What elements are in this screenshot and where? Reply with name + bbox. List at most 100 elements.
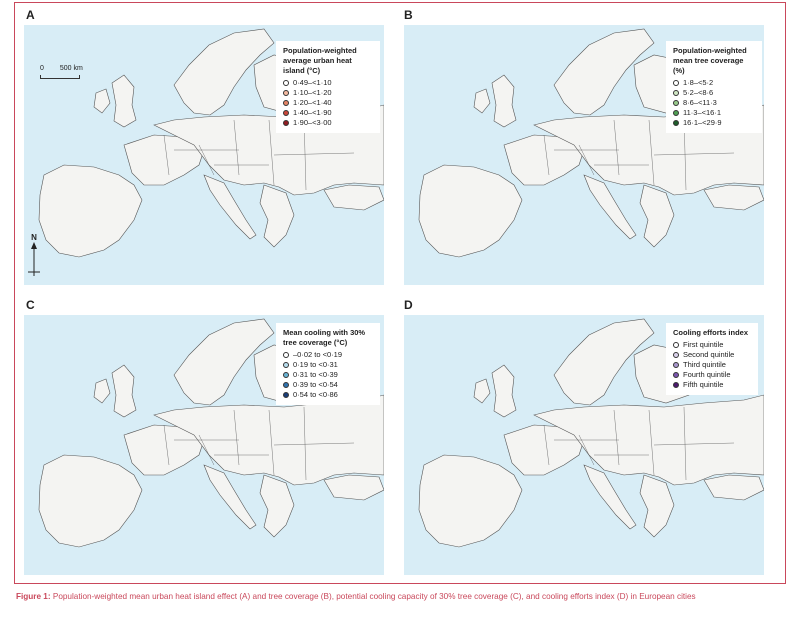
country-border	[163, 134, 170, 176]
landmass	[583, 174, 637, 240]
landmass	[323, 184, 384, 211]
country-border	[163, 424, 170, 466]
legend-label: 0·39 to <0·54	[293, 380, 338, 389]
legend-title: Population-weighted mean tree coverage (…	[673, 46, 747, 75]
legend-label: 16·1–<29·9	[683, 118, 722, 127]
country-border	[653, 442, 735, 446]
legend-item: Fourth quintile	[673, 370, 751, 380]
map-panel-d: Cooling efforts index First quintile Seco…	[404, 315, 764, 575]
legend-item: Third quintile	[673, 360, 751, 370]
legend-item: First quintile	[673, 340, 751, 350]
landmass	[553, 28, 655, 116]
landmass	[111, 74, 137, 128]
legend-item: Second quintile	[673, 350, 751, 360]
landmass	[503, 424, 585, 476]
legend-item: 16·1–<29·9	[673, 118, 755, 128]
country-border	[268, 119, 275, 186]
panel-letter-b: B	[404, 8, 413, 22]
legend-label: 1·20–<1·40	[293, 98, 332, 107]
legend-label: 5·2–<8·6	[683, 88, 714, 97]
landmass	[583, 464, 637, 530]
legend-title: Cooling efforts index	[673, 328, 748, 337]
country-border	[683, 406, 687, 481]
landmass	[38, 164, 143, 258]
figure-frame	[14, 2, 786, 584]
landmass	[38, 454, 143, 548]
legend-item: 1·40–<1·90	[283, 108, 373, 118]
landmass	[93, 378, 111, 404]
legend-item: 5·2–<8·6	[673, 88, 755, 98]
legend-swatch	[283, 352, 289, 358]
legend-swatch	[283, 382, 289, 388]
legend-title: Mean cooling with 30% tree coverage (°C)	[283, 328, 366, 347]
landmass	[153, 394, 384, 486]
north-arrow: N	[27, 233, 41, 280]
legend-items: 1·8–<5·2 5·2–<8·6 8·6–<11·3 11·3–<16·1 16·1–…	[673, 78, 755, 128]
panel-letter-a: A	[26, 8, 35, 22]
country-border	[273, 442, 355, 446]
legend-b: Population-weighted mean tree coverage (…	[666, 41, 762, 133]
landmass	[503, 134, 585, 186]
scale-distance-label: 500 km	[59, 65, 83, 72]
landmass	[259, 184, 295, 248]
panel-letter-c: C	[26, 298, 35, 312]
legend-swatch	[283, 90, 289, 96]
legend-swatch	[673, 120, 679, 126]
legend-a: Population-weighted average urban heat i…	[276, 41, 380, 133]
legend-swatch	[283, 392, 289, 398]
landmass	[173, 318, 275, 406]
scale-line	[40, 75, 80, 79]
legend-item: 0·19 to <0·31	[283, 360, 373, 370]
legend-swatch	[673, 100, 679, 106]
legend-label: –0·02 to <0·19	[293, 350, 342, 359]
caption-label: Figure 1:	[16, 592, 51, 601]
landmass	[639, 184, 675, 248]
legend-swatch	[283, 80, 289, 86]
legend-swatch	[673, 90, 679, 96]
landmass	[491, 74, 517, 128]
legend-label: Third quintile	[683, 360, 726, 369]
panel-letter-d: D	[404, 298, 413, 312]
landmass	[93, 88, 111, 114]
landmass	[703, 474, 764, 501]
country-border	[613, 119, 620, 176]
landmass	[491, 364, 517, 418]
legend-label: 11·3–<16·1	[683, 108, 722, 117]
legend-item: 11·3–<16·1	[673, 108, 755, 118]
north-label: N	[31, 233, 37, 242]
country-border	[543, 134, 550, 176]
legend-c: Mean cooling with 30% tree coverage (°C)…	[276, 323, 380, 405]
landmass	[203, 174, 257, 240]
landmass	[123, 134, 205, 186]
legend-swatch	[283, 100, 289, 106]
legend-label: First quintile	[683, 340, 724, 349]
legend-item: 0·54 to <0·86	[283, 390, 373, 400]
legend-label: 0·54 to <0·86	[293, 390, 338, 399]
landmass	[473, 88, 491, 114]
country-border	[233, 409, 240, 466]
landmass	[323, 474, 384, 501]
legend-swatch	[283, 110, 289, 116]
europe-map-c	[38, 318, 384, 548]
legend-items: 0·49–<1·10 1·10–<1·20 1·20–<1·40 1·40–<1·90…	[283, 78, 373, 128]
legend-item: 1·20–<1·40	[283, 98, 373, 108]
legend-label: 1·8–<5·2	[683, 78, 714, 87]
scale-bar: 0 500 km	[40, 65, 83, 79]
caption-text: Population-weighted mean urban heat isla…	[52, 592, 696, 601]
landmass	[418, 164, 523, 258]
landmass	[123, 424, 205, 476]
legend-swatch	[673, 352, 679, 358]
legend-swatch	[673, 110, 679, 116]
legend-item: 1·90–<3·00	[283, 118, 373, 128]
legend-swatch	[673, 342, 679, 348]
legend-label: 8·6–<11·3	[683, 98, 717, 107]
legend-label: 1·90–<3·00	[293, 118, 332, 127]
map-panel-c: Mean cooling with 30% tree coverage (°C)…	[24, 315, 384, 575]
legend-label: 1·40–<1·90	[293, 108, 332, 117]
landmass	[473, 378, 491, 404]
legend-swatch	[673, 362, 679, 368]
legend-label: Second quintile	[683, 350, 735, 359]
legend-label: 0·31 to <0·39	[293, 370, 338, 379]
legend-item: 1·10–<1·20	[283, 88, 373, 98]
legend-d: Cooling efforts index First quintile Seco…	[666, 323, 758, 395]
